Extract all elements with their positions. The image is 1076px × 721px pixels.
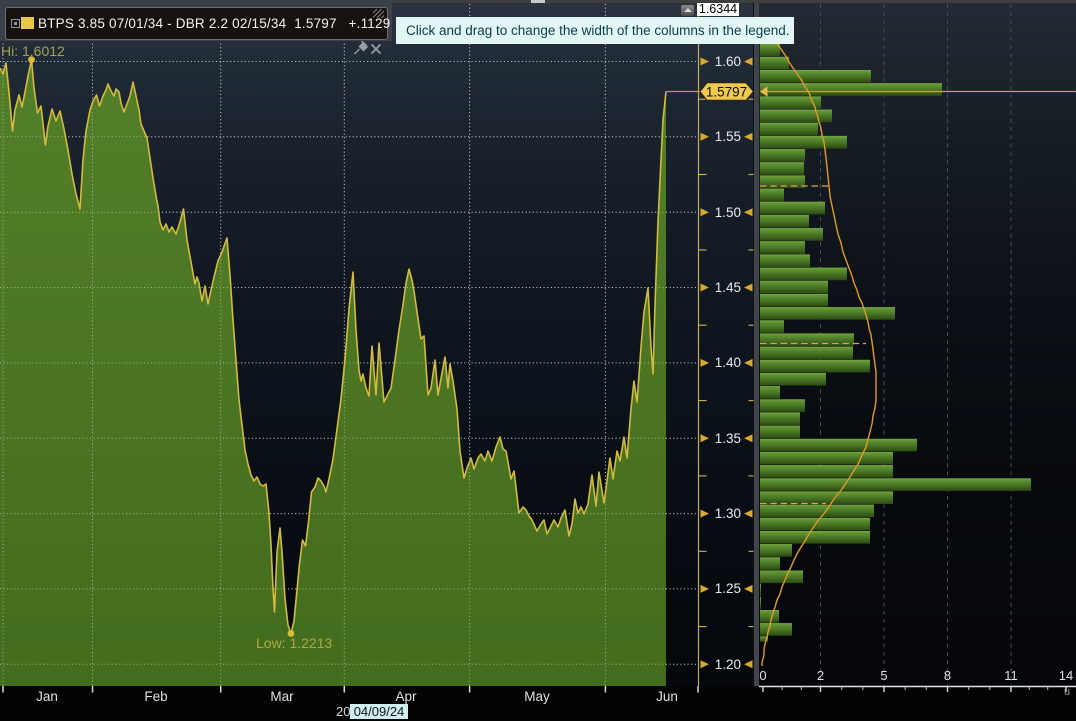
svg-text:1.5797: 1.5797 (706, 85, 747, 100)
